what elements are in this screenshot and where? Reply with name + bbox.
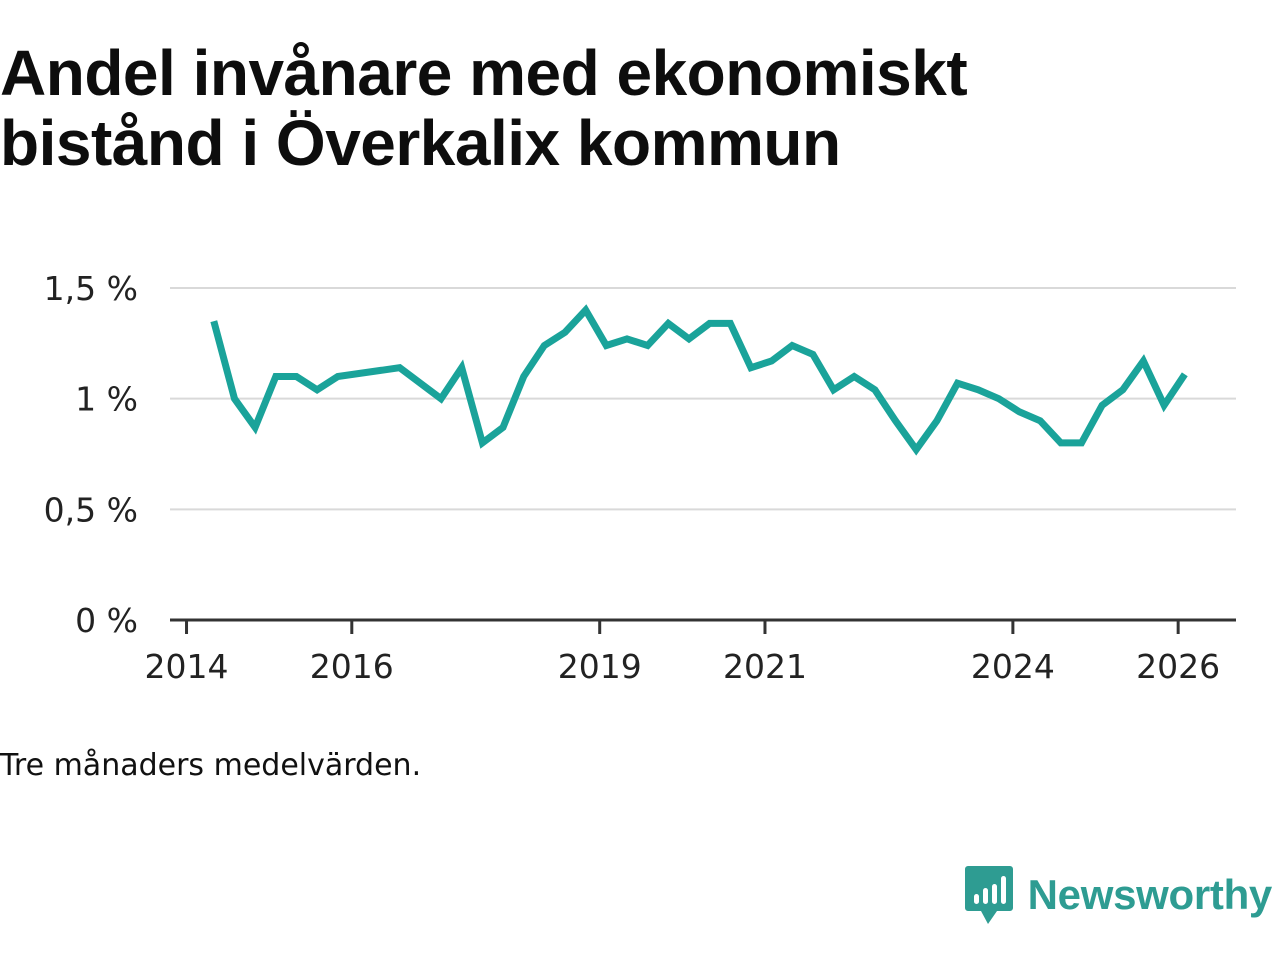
data-point <box>458 364 465 371</box>
x-tick-label: 2019 <box>558 647 642 686</box>
data-point <box>851 373 858 380</box>
logo-bar-2 <box>982 888 988 904</box>
data-point <box>1037 417 1044 424</box>
data-point <box>768 358 775 365</box>
data-point <box>1119 386 1126 393</box>
data-point <box>210 318 217 325</box>
data-point <box>252 424 259 431</box>
brand-name: Newsworthy <box>1027 871 1273 918</box>
x-tick-label: 2014 <box>145 647 229 686</box>
data-point <box>665 320 672 327</box>
data-point <box>500 424 507 431</box>
x-axis-tick-labels: 2014 2016 2019 2021 2024 2026 <box>145 647 1221 686</box>
data-point <box>809 351 816 358</box>
data-point <box>933 417 940 424</box>
data-point <box>954 380 961 387</box>
chart-note: Tre månaders medelvärden. <box>0 748 422 783</box>
series-group <box>210 304 1188 456</box>
newsworthy-logo-icon <box>964 866 1013 924</box>
data-point <box>520 373 527 380</box>
data-point <box>438 395 445 402</box>
data-point <box>396 364 403 371</box>
logo-bar-1 <box>973 894 979 904</box>
data-point <box>913 446 920 453</box>
data-point <box>1078 439 1085 446</box>
brand: Newsworthy <box>964 862 1272 928</box>
chart-title: Andel invånare med ekonomiskt bistånd i … <box>0 38 1240 178</box>
data-point <box>1016 408 1023 415</box>
data-point <box>479 439 486 446</box>
logo-bar-4 <box>1000 876 1006 904</box>
x-tick-label: 2021 <box>723 647 807 686</box>
line-chart: 0 % 0,5 % 1 % 1,5 % 2014 2016 2019 2021 2024 202… <box>44 269 1236 686</box>
data-point <box>1099 402 1106 409</box>
data-point <box>706 320 713 327</box>
data-point <box>871 386 878 393</box>
data-point <box>1181 371 1188 378</box>
series-line-0 <box>210 304 1188 456</box>
data-point <box>789 342 796 349</box>
data-point <box>561 329 568 336</box>
data-point <box>272 373 279 380</box>
data-point <box>975 386 982 393</box>
y-tick-label: 0,5 % <box>44 490 138 529</box>
logo-bar-3 <box>991 884 997 904</box>
data-point <box>623 335 630 342</box>
data-point <box>747 364 754 371</box>
data-point <box>541 342 548 349</box>
data-point <box>603 342 610 349</box>
y-tick-label: 0 % <box>75 601 138 640</box>
data-point <box>314 386 321 393</box>
data-point <box>582 307 589 314</box>
chart-title-line-2: bistånd i Överkalix kommun <box>0 107 841 179</box>
data-point <box>293 373 300 380</box>
data-point <box>830 386 837 393</box>
data-point <box>1140 358 1147 365</box>
x-axis <box>170 618 1236 634</box>
data-point <box>727 320 734 327</box>
data-point <box>1057 439 1064 446</box>
data-point <box>995 395 1002 402</box>
data-point <box>892 417 899 424</box>
data-point <box>334 373 341 380</box>
y-tick-label: 1,5 % <box>44 269 138 308</box>
data-point <box>644 342 651 349</box>
gridlines <box>170 287 1236 511</box>
x-tick-label: 2016 <box>310 647 394 686</box>
data-point <box>685 335 692 342</box>
x-tick-label: 2026 <box>1136 647 1220 686</box>
data-point <box>231 395 238 402</box>
y-axis-tick-labels: 0 % 0,5 % 1 % 1,5 % <box>44 269 138 640</box>
x-tick-label: 2024 <box>971 647 1055 686</box>
chart-title-line-1: Andel invånare med ekonomiskt <box>0 37 968 109</box>
y-tick-label: 1 % <box>75 380 138 419</box>
data-point <box>1161 402 1168 409</box>
